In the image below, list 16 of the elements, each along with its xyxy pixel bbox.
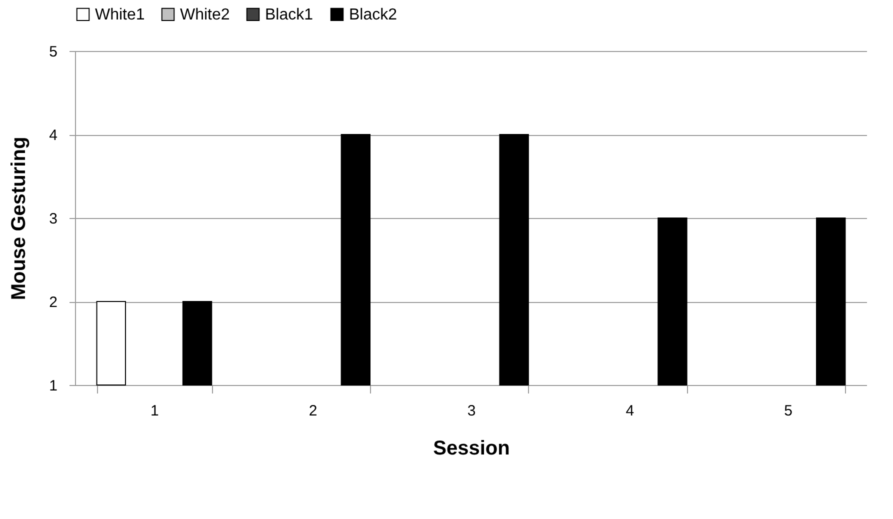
x-tick-label: 3: [467, 402, 476, 420]
x-tick-label: 2: [308, 402, 318, 420]
y-tick-label: 5: [49, 44, 58, 60]
y-tick-label: 3: [49, 210, 58, 228]
y-tick-label: 1: [49, 378, 58, 394]
x-tick-label: 4: [626, 402, 634, 420]
legend-label: Black1: [265, 6, 314, 24]
legend-label: White2: [180, 6, 230, 24]
y-tick-label: 2: [49, 294, 58, 311]
y-axis-title: Mouse Gesturing: [8, 136, 30, 300]
x-tick-label: 5: [784, 402, 792, 420]
legend-label: White1: [95, 6, 145, 24]
x-tick-label: 1: [150, 402, 159, 420]
y-tick-label: 4: [49, 127, 58, 144]
legend-label: Black2: [349, 6, 398, 24]
x-axis-title: Session: [433, 438, 510, 460]
